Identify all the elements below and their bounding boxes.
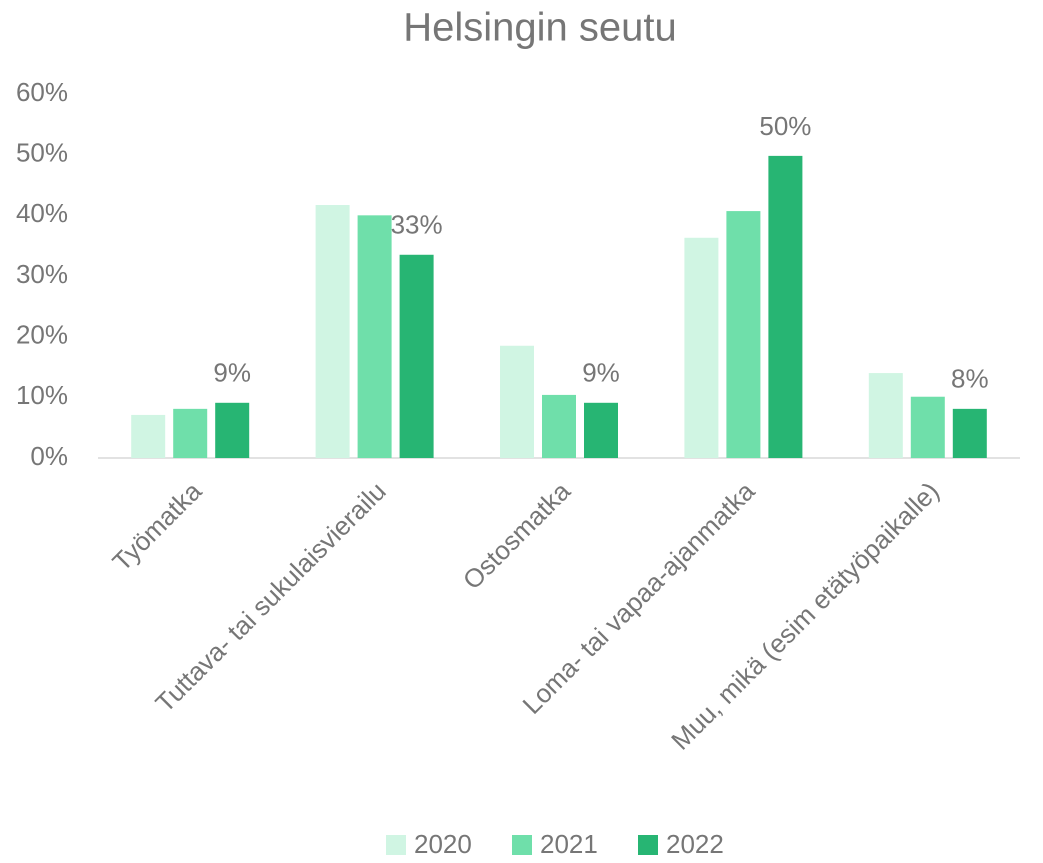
y-tick-label: 40%: [16, 198, 68, 228]
y-tick-label: 20%: [16, 320, 68, 350]
data-label: 9%: [582, 358, 620, 388]
bar: [910, 396, 945, 458]
bar: [131, 414, 166, 458]
legend-swatch: [386, 835, 406, 855]
bar: [726, 211, 761, 458]
bar: [215, 402, 250, 458]
data-label: 33%: [391, 210, 443, 240]
bar: [684, 237, 719, 458]
legend-label: 2020: [414, 829, 472, 858]
legend-swatch: [638, 835, 658, 855]
y-tick-label: 10%: [16, 380, 68, 410]
data-label: 50%: [759, 111, 811, 141]
data-label: 8%: [951, 364, 989, 394]
bar: [315, 205, 350, 458]
data-label: 9%: [213, 358, 251, 388]
bar: [868, 373, 903, 458]
x-tick-label: Työmatka: [106, 476, 207, 577]
bar: [952, 408, 987, 458]
legend-label: 2021: [540, 829, 598, 858]
y-tick-label: 30%: [16, 259, 68, 289]
bar: [542, 394, 576, 458]
y-tick-label: 50%: [16, 138, 68, 168]
bar: [173, 408, 208, 458]
bar: [584, 402, 618, 458]
bar: [500, 345, 534, 458]
y-tick-label: 60%: [16, 77, 68, 107]
bar: [399, 254, 434, 458]
chart-title: Helsingin seutu: [403, 6, 677, 50]
bar: [357, 215, 392, 458]
x-tick-label: Ostosmatka: [457, 476, 577, 596]
y-tick-label: 0%: [30, 441, 68, 471]
bar: [768, 155, 803, 458]
legend-swatch: [512, 835, 532, 855]
legend-label: 2022: [666, 829, 724, 858]
